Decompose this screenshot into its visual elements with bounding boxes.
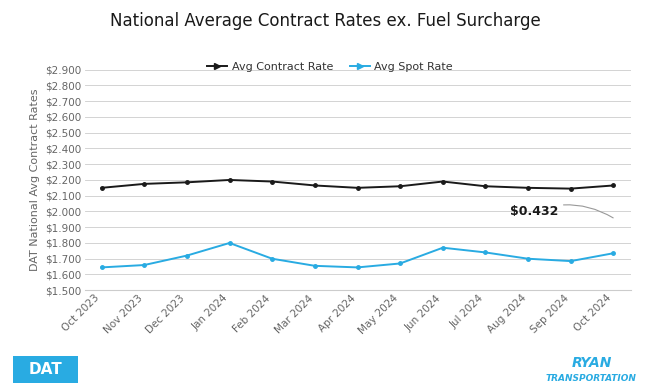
- Avg Spot Rate: [354, 265, 361, 270]
- Legend: Avg Contract Rate, Avg Spot Rate: Avg Contract Rate, Avg Spot Rate: [203, 58, 458, 77]
- Avg Contract Rate: [439, 179, 447, 184]
- Avg Contract Rate: [226, 178, 233, 182]
- Avg Contract Rate: [311, 183, 318, 188]
- Avg Contract Rate: [98, 185, 105, 190]
- Avg Spot Rate: [396, 261, 404, 266]
- Avg Contract Rate: [524, 185, 532, 190]
- Avg Contract Rate: [268, 179, 276, 184]
- Avg Spot Rate: [524, 257, 532, 261]
- Line: Avg Contract Rate: Avg Contract Rate: [100, 178, 615, 190]
- Avg Contract Rate: [396, 184, 404, 188]
- Text: RYAN: RYAN: [571, 356, 612, 370]
- Avg Spot Rate: [311, 264, 318, 268]
- Line: Avg Spot Rate: Avg Spot Rate: [100, 241, 615, 269]
- Text: $0.432: $0.432: [510, 205, 613, 218]
- Avg Spot Rate: [140, 263, 148, 267]
- Text: TRANSPORTATION: TRANSPORTATION: [546, 374, 637, 383]
- Text: DAT: DAT: [29, 362, 62, 377]
- Avg Spot Rate: [439, 245, 447, 250]
- Avg Spot Rate: [567, 259, 575, 264]
- Avg Contract Rate: [183, 180, 191, 185]
- Avg Contract Rate: [140, 182, 148, 186]
- Avg Spot Rate: [482, 250, 489, 255]
- Avg Contract Rate: [567, 186, 575, 191]
- Avg Spot Rate: [98, 265, 105, 270]
- Avg Contract Rate: [610, 183, 617, 188]
- Text: National Average Contract Rates ex. Fuel Surcharge: National Average Contract Rates ex. Fuel…: [110, 12, 540, 30]
- Y-axis label: DAT National Avg Contract Rates: DAT National Avg Contract Rates: [30, 89, 40, 271]
- Avg Spot Rate: [610, 251, 617, 255]
- Avg Spot Rate: [183, 253, 191, 258]
- Avg Contract Rate: [354, 185, 361, 190]
- Avg Spot Rate: [226, 241, 233, 245]
- Avg Spot Rate: [268, 257, 276, 261]
- Avg Contract Rate: [482, 184, 489, 188]
